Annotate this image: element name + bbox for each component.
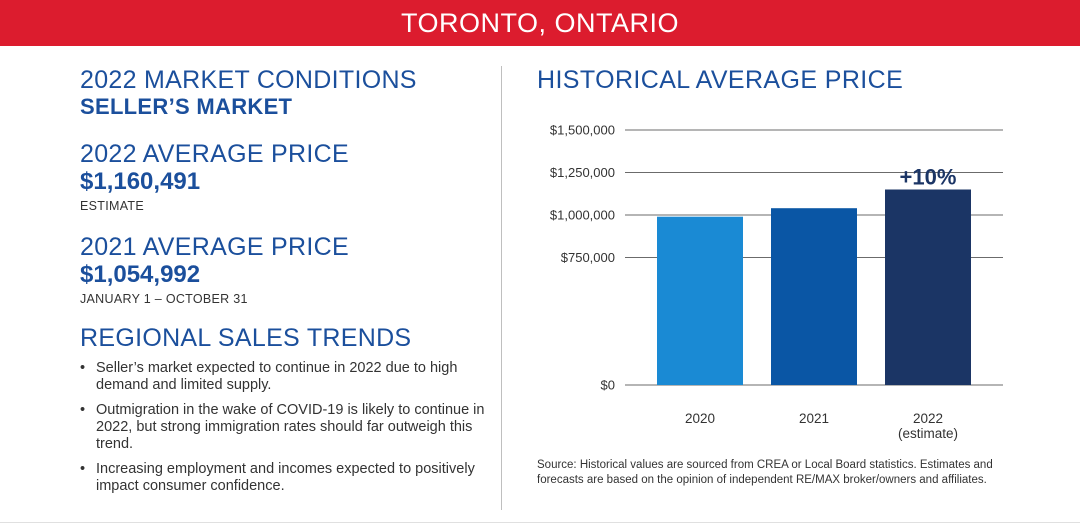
avg-price-2022-note: ESTIMATE <box>80 199 144 213</box>
page-banner: TORONTO, ONTARIO <box>0 0 1080 46</box>
regional-trends-heading: REGIONAL SALES TRENDS <box>80 324 412 352</box>
column-divider <box>501 66 502 510</box>
market-conditions-value: SELLER’S MARKET <box>80 94 293 119</box>
avg-price-2021-note: JANUARY 1 – OCTOBER 31 <box>80 292 248 306</box>
x-tick-sublabel: (estimate) <box>898 426 958 441</box>
bar-2021 <box>771 208 857 385</box>
trend-text: Seller’s market expected to continue in … <box>96 360 458 393</box>
market-conditions-block: 2022 MARKET CONDITIONS SELLER’S MARKET <box>80 66 500 120</box>
bullet-icon: • <box>80 461 86 477</box>
avg-price-2022-block: 2022 AVERAGE PRICE $1,160,491 ESTIMATE <box>80 140 500 213</box>
bottom-rule <box>0 522 1080 523</box>
regional-trends-list: • Seller’s market expected to continue in… <box>80 360 500 495</box>
regional-trends-block: REGIONAL SALES TRENDS • Seller’s market e… <box>80 324 500 495</box>
avg-price-2022-value: $1,160,491 <box>80 168 201 195</box>
x-tick-label: 2020 <box>685 411 715 426</box>
market-summary-panel: 2022 MARKET CONDITIONS SELLER’S MARKET 2… <box>80 66 500 509</box>
chart-title: HISTORICAL AVERAGE PRICE <box>537 66 904 94</box>
avg-price-2021-value: $1,054,992 <box>80 261 201 288</box>
historical-price-bar-chart: $0 $750,000 $1,000,000 $1,250,000 $1,500,000… <box>550 123 1003 441</box>
y-tick-label: $1,000,000 <box>550 208 615 223</box>
y-tick-label: $750,000 <box>561 250 615 265</box>
trend-text: Outmigration in the wake of COVID-19 is … <box>96 402 485 452</box>
bullet-icon: • <box>80 360 86 376</box>
trend-text: Increasing employment and incomes expect… <box>96 461 475 494</box>
bullet-icon: • <box>80 402 86 418</box>
list-item: • Seller’s market expected to continue in… <box>80 360 500 394</box>
y-tick-label: $1,500,000 <box>550 123 615 138</box>
y-tick-label: $1,250,000 <box>550 165 615 180</box>
market-conditions-heading: 2022 MARKET CONDITIONS <box>80 66 417 94</box>
avg-price-2022-heading: 2022 AVERAGE PRICE <box>80 140 349 168</box>
banner-title: TORONTO, ONTARIO <box>400 8 679 38</box>
avg-price-2021-heading: 2021 AVERAGE PRICE <box>80 233 349 261</box>
bar-annotation: +10% <box>900 165 957 190</box>
list-item: • Outmigration in the wake of COVID-19 is… <box>80 402 500 453</box>
list-item: • Increasing employment and incomes expec… <box>80 461 500 495</box>
x-tick-label: 2021 <box>799 411 829 426</box>
source-note: Source: Historical values are sourced fr… <box>537 459 993 486</box>
bar-2020 <box>657 216 743 385</box>
y-tick-label: $0 <box>601 378 615 393</box>
bar-2022 <box>885 189 971 385</box>
x-tick-label: 2022 <box>913 411 943 426</box>
avg-price-2021-block: 2021 AVERAGE PRICE $1,054,992 JANUARY 1 … <box>80 233 500 306</box>
